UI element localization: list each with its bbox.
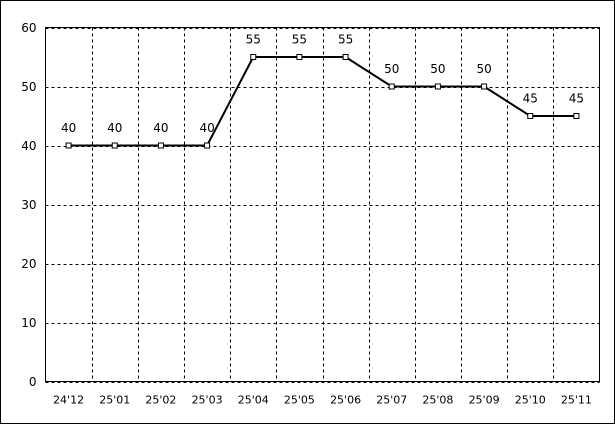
point <box>157 142 164 149</box>
x-tick-label: 25'05 <box>284 394 315 407</box>
data-label: 40 <box>153 121 168 135</box>
data-label: 55 <box>246 33 261 47</box>
data-label: 50 <box>476 62 491 76</box>
y-tick-label: 60 <box>21 21 36 35</box>
x-tick-label: 24'12 <box>53 394 84 407</box>
data-label: 40 <box>61 121 76 135</box>
x-tick-label: 25'04 <box>238 394 269 407</box>
line <box>68 56 577 147</box>
y-tick-label: 40 <box>21 139 36 153</box>
plot-frame <box>45 27 600 382</box>
y-tick-label: 50 <box>21 80 36 94</box>
data-label: 40 <box>199 121 214 135</box>
data-label: 40 <box>107 121 122 135</box>
data-label: 45 <box>523 92 538 106</box>
x-tick-label: 25'03 <box>192 394 223 407</box>
point <box>573 113 580 119</box>
point <box>250 54 257 60</box>
y-tick-label: 10 <box>21 316 36 330</box>
x-tick-label: 25'02 <box>145 394 176 407</box>
y-tick-label: 20 <box>21 257 36 271</box>
x-tick-label: 25'07 <box>376 394 407 407</box>
x-tick-label: 25'06 <box>330 394 361 407</box>
point <box>527 113 534 119</box>
point <box>342 54 349 60</box>
y-tick-label: 30 <box>21 198 36 212</box>
x-tick-label: 25'08 <box>422 394 453 407</box>
point <box>111 142 118 149</box>
data-label: 55 <box>292 33 307 47</box>
y-tick-label: 0 <box>29 375 37 389</box>
data-label: 50 <box>430 62 445 76</box>
point <box>204 142 211 149</box>
x-tick-label: 25'01 <box>99 394 130 407</box>
x-tick-label: 25'11 <box>561 394 592 407</box>
point <box>388 83 395 90</box>
point <box>296 54 303 60</box>
data-label: 50 <box>384 62 399 76</box>
data-label: 55 <box>338 33 353 47</box>
point <box>481 83 488 90</box>
x-tick-label: 25'10 <box>515 394 546 407</box>
data-label: 45 <box>569 92 584 106</box>
x-tick-label: 25'09 <box>469 394 500 407</box>
point <box>434 83 441 90</box>
point <box>65 142 72 149</box>
